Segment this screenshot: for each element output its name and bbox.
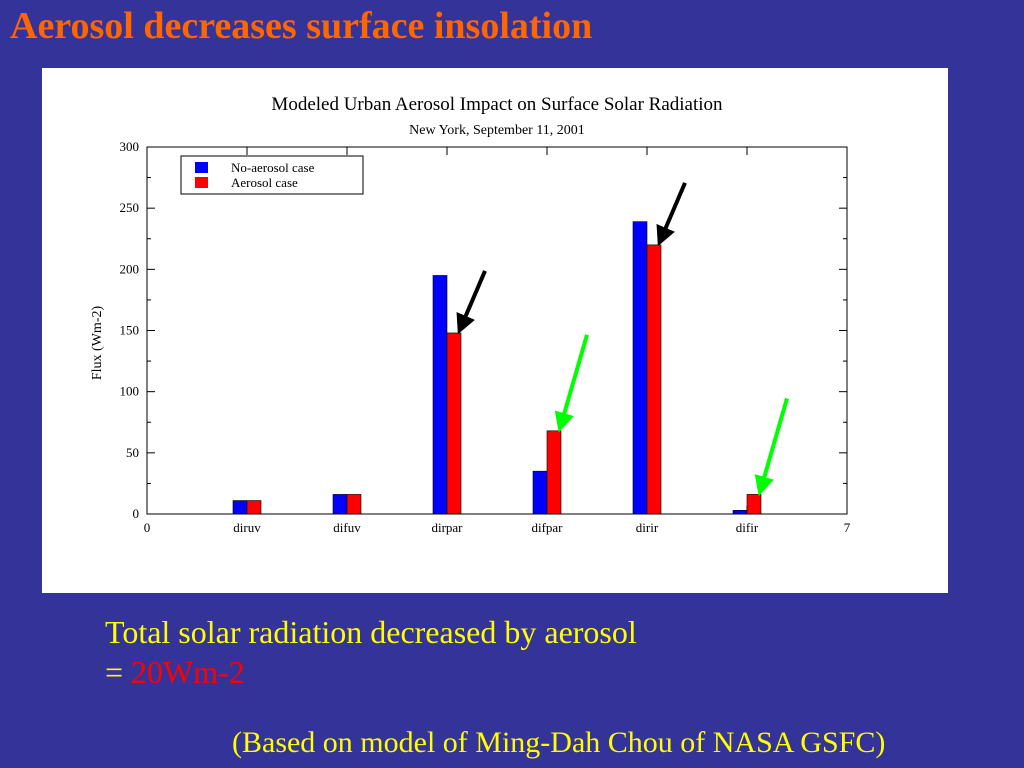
annotation-arrow-dirpar xyxy=(456,270,487,335)
x-tick-label-difuv: difuv xyxy=(333,520,361,535)
plot-frame xyxy=(146,146,848,515)
y-tick-label: 50 xyxy=(126,445,139,460)
y-tick-label: 150 xyxy=(120,323,140,338)
bar-difir-aerosol xyxy=(746,494,762,515)
x-tick-label-dirpar: dirpar xyxy=(431,520,463,535)
credit-note: (Based on model of Ming-Dah Chou of NASA… xyxy=(232,726,886,759)
x-tick-label-difir: difir xyxy=(736,520,759,535)
bar-difpar-no-aerosol xyxy=(532,470,548,515)
y-tick-label: 100 xyxy=(120,384,140,399)
bar-dirir-aerosol xyxy=(646,244,662,515)
legend-swatch-no-aerosol xyxy=(195,162,208,173)
bar-dirpar-aerosol xyxy=(446,332,462,515)
bar-difuv-no-aerosol xyxy=(332,494,348,515)
annotation-arrow-difir xyxy=(754,397,789,497)
y-tick-label: 250 xyxy=(120,200,140,215)
y-tick-label: 300 xyxy=(120,139,140,154)
bar-diruv-aerosol xyxy=(246,500,262,515)
chart-subtitle: New York, September 11, 2001 xyxy=(409,123,585,138)
bar-chart: Modeled Urban Aerosol Impact on Surface … xyxy=(90,94,851,535)
annotation-arrow-difpar xyxy=(554,334,589,433)
legend-label-aerosol: Aerosol case xyxy=(231,175,298,190)
slide-title: Aerosol decreases surface insolation xyxy=(10,5,593,47)
y-axis-label: Flux (Wm-2) xyxy=(90,306,105,381)
bar-difpar-aerosol xyxy=(546,430,562,515)
x-end-label: 0 xyxy=(144,520,151,535)
legend-label-no-aerosol: No-aerosol case xyxy=(231,160,315,175)
chart-panel: Modeled Urban Aerosol Impact on Surface … xyxy=(42,68,948,593)
caption: Total solar radiation decreased by aeros… xyxy=(105,612,637,692)
x-tick-label-difpar: difpar xyxy=(531,520,563,535)
y-tick-label: 200 xyxy=(120,261,140,276)
caption-equals: = xyxy=(105,654,132,690)
chart-title: Modeled Urban Aerosol Impact on Surface … xyxy=(271,94,723,115)
caption-value: 20Wm-2 xyxy=(131,654,245,690)
bar-dirir-no-aerosol xyxy=(632,221,648,515)
bar-difuv-aerosol xyxy=(346,494,362,515)
x-tick-label-dirir: dirir xyxy=(636,520,659,535)
bar-diruv-no-aerosol xyxy=(232,500,248,515)
legend-swatch-aerosol xyxy=(195,177,208,188)
bar-difir-no-aerosol xyxy=(732,510,748,515)
x-end-label: 7 xyxy=(844,520,851,535)
y-tick-label: 0 xyxy=(133,506,140,521)
bar-dirpar-no-aerosol xyxy=(432,275,448,515)
legend-box xyxy=(180,155,364,195)
caption-line-1: Total solar radiation decreased by aeros… xyxy=(105,614,637,650)
caption-line-2: = 20Wm-2 xyxy=(105,652,637,692)
x-tick-label-diruv: diruv xyxy=(233,520,261,535)
annotation-arrow-dirir xyxy=(656,182,687,247)
